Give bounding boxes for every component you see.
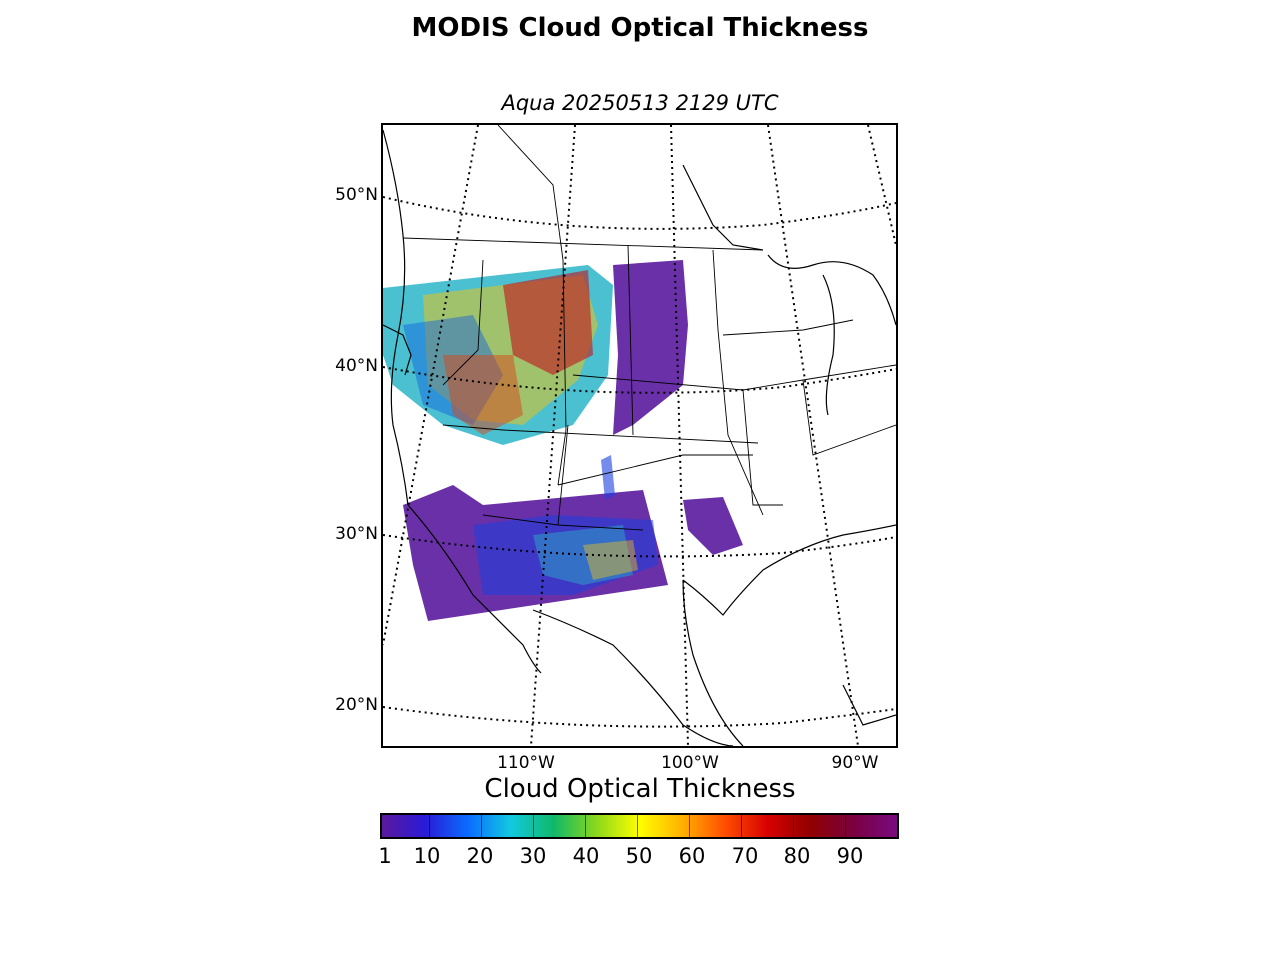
colorbar-tick-70: 70 — [731, 844, 759, 868]
colorbar-tick-mark — [584, 815, 586, 837]
lon-label-100w: 100°W — [661, 753, 719, 773]
lat-label-40n: 40°N — [335, 356, 378, 376]
colorbar-tick-mark — [688, 815, 690, 837]
colorbar — [380, 813, 899, 839]
colorbar-tick-mark — [480, 815, 482, 837]
lat-label-30n: 30°N — [335, 524, 378, 544]
colorbar-tick-20: 20 — [466, 844, 494, 868]
lat-label-50n: 50°N — [335, 185, 378, 205]
colorbar-tick-mark — [428, 815, 430, 837]
coastlines — [383, 129, 896, 746]
colorbar-tick-80: 80 — [783, 844, 811, 868]
lon-label-110w: 110°W — [497, 753, 555, 773]
colorbar-tick-40: 40 — [572, 844, 600, 868]
colorbar-tick-mark — [740, 815, 742, 837]
colorbar-tick-50: 50 — [625, 844, 653, 868]
colorbar-tick-60: 60 — [678, 844, 706, 868]
chart-subtitle: Aqua 20250513 2129 UTC — [501, 91, 779, 115]
graticule — [383, 125, 896, 746]
colorbar-tick-30: 30 — [519, 844, 547, 868]
chart-title: MODIS Cloud Optical Thickness — [411, 13, 869, 43]
map-canvas — [383, 125, 896, 746]
colorbar-tick-mark — [636, 815, 638, 837]
lon-label-90w: 90°W — [831, 753, 879, 773]
colorbar-tick-mark — [792, 815, 794, 837]
colorbar-tick-1: 1 — [378, 844, 392, 868]
colorbar-tick-mark — [844, 815, 846, 837]
colorbar-tick-10: 10 — [413, 844, 441, 868]
colorbar-label: Cloud Optical Thickness — [484, 774, 796, 804]
colorbar-tick-90: 90 — [836, 844, 864, 868]
lat-label-20n: 20°N — [335, 695, 378, 715]
state-borders — [402, 125, 896, 531]
map-panel — [381, 123, 898, 748]
colorbar-tick-mark — [532, 815, 534, 837]
cloud-swaths — [383, 260, 743, 621]
